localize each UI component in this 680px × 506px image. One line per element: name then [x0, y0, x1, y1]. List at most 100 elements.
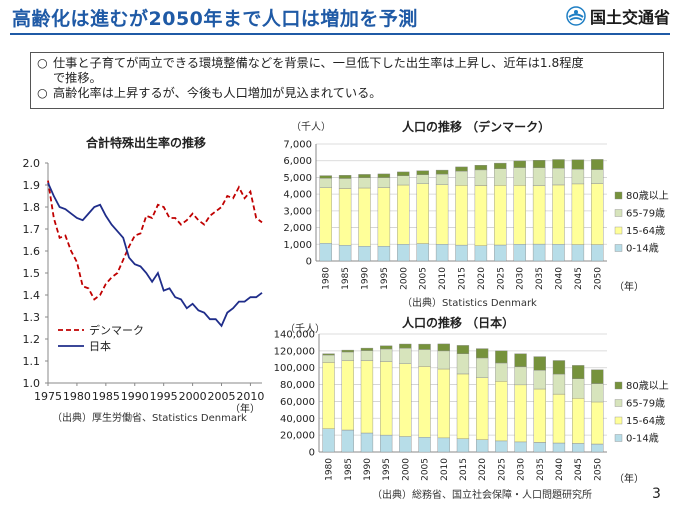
japan-population-chart: 0 20,000 40,000 60,000 80,000 100,000 120,000 1…: [274, 330, 669, 486]
x-tick-label: 2000: [401, 458, 411, 481]
bar-segment: [437, 437, 450, 453]
x-tick-label: 1980: [325, 458, 335, 481]
bar-segment: [397, 184, 410, 245]
bar-segment: [514, 353, 527, 368]
x-tick-label: 2035: [536, 458, 546, 481]
y-tick-label: 5,000: [283, 173, 312, 184]
bar-segment: [399, 363, 412, 437]
bar-segment: [456, 345, 470, 354]
bar-segment: [379, 345, 393, 350]
bar-segment: [513, 185, 526, 245]
bar-segment: [552, 159, 565, 169]
x-unit-label: （年）: [614, 280, 644, 293]
bar-segment: [319, 175, 332, 179]
y-tick-label: 0: [309, 448, 315, 459]
summary-point-2: ○ 高齢化率は上昇するが、今後も人口増加が見込まれている。: [37, 86, 657, 101]
x-tick-label: 2035: [535, 267, 545, 290]
x-tick-label: 1990: [361, 267, 371, 290]
bar-segment: [455, 185, 468, 246]
bar-segment: [532, 185, 546, 245]
bar-segment: [416, 174, 429, 184]
y-tick-label: 1.1: [23, 355, 41, 368]
bar-segment: [552, 184, 565, 245]
bar-segment: [591, 169, 604, 184]
denmark-unit-label: （千人）: [291, 122, 331, 133]
bar-segment: [341, 360, 354, 431]
bar-segment: [377, 177, 391, 188]
bar-segment: [533, 442, 546, 453]
y-tick-label: 2,000: [283, 223, 312, 234]
x-tick-label: 1975: [34, 390, 62, 403]
bar-segment: [495, 350, 508, 364]
bar-segment: [358, 246, 371, 262]
legend-swatch: [614, 381, 623, 390]
bar-segment: [418, 366, 431, 438]
bar-segment: [341, 429, 354, 453]
x-tick-label: 2015: [458, 267, 468, 290]
bar-segment: [322, 428, 335, 453]
bar-segment: [552, 168, 565, 186]
bar-segment: [319, 187, 332, 244]
x-tick-label: 2000: [399, 267, 409, 290]
x-tick-label: 2050: [593, 267, 603, 290]
bar-segment: [552, 244, 565, 262]
mlit-logo-icon: [566, 6, 586, 26]
bar-segment: [591, 369, 604, 384]
bar-segment: [455, 244, 468, 262]
summary-text-1: 仕事と子育てが両立できる環境整備などを背景に、一旦低下した出生率は上昇し、近年は…: [53, 56, 584, 70]
bar-segment: [397, 244, 410, 262]
bar-segment: [435, 173, 449, 185]
bar-segment: [437, 350, 450, 370]
bar-segment: [360, 360, 374, 434]
x-tick-label: 1985: [344, 458, 354, 481]
bar-segment: [571, 244, 585, 262]
x-tick-label: 2025: [496, 267, 506, 290]
title-divider: [10, 33, 670, 35]
bar-segment: [552, 442, 566, 453]
bar-segment: [514, 384, 527, 443]
legend-label: 日本: [89, 339, 111, 353]
legend-label: 80歳以上: [626, 190, 669, 202]
bar-segment: [360, 347, 374, 351]
y-tick-label: 120,000: [274, 346, 315, 357]
y-tick-label: 100,000: [274, 363, 315, 374]
y-tick-label: 4,000: [283, 190, 312, 201]
legend-label: 0-14歳: [626, 433, 659, 445]
legend-label: 15-64歳: [626, 415, 665, 427]
bar-segment: [552, 373, 566, 395]
summary-point-1: ○ 仕事と子育てが両立できる環境整備などを背景に、一旦低下した出生率は上昇し、近年…: [37, 56, 657, 71]
bar-segment: [418, 437, 431, 453]
x-unit-label: （年）: [614, 472, 644, 485]
x-tick-label: 2040: [555, 458, 565, 481]
bar-segment: [437, 368, 450, 439]
denmark-source: （出典）Statistics Denmark: [402, 298, 537, 309]
bar-segment: [338, 188, 352, 246]
legend-swatch: [614, 416, 623, 425]
x-tick-label: 2005: [421, 458, 431, 481]
bar-segment: [474, 245, 488, 262]
bar-segment: [435, 184, 449, 245]
bar-segment: [418, 343, 431, 350]
japan-unit-label: （千人）: [285, 324, 325, 335]
bar-segment: [572, 398, 585, 444]
bullet: ○: [37, 56, 48, 70]
x-tick-label: 2040: [555, 267, 565, 290]
y-tick-label: 0: [306, 257, 312, 268]
bar-segment: [399, 436, 412, 453]
bar-segment: [475, 377, 489, 440]
bar-segment: [341, 351, 354, 361]
bar-segment: [532, 160, 546, 168]
bar-segment: [495, 362, 508, 382]
x-tick-label: 1995: [150, 390, 178, 403]
bar-segment: [571, 183, 585, 245]
bar-segment: [513, 160, 526, 168]
legend-label: 65-79歳: [626, 208, 665, 220]
bar-segment: [572, 378, 585, 399]
y-tick-label: 6,000: [283, 156, 312, 167]
series-line-denmark: [47, 180, 263, 301]
y-tick-label: 1.8: [23, 201, 41, 214]
x-tick-label: 2015: [459, 458, 469, 481]
bar-segment: [591, 383, 604, 403]
logo-text: 国土交通省: [590, 8, 671, 27]
fertility-source: （出典）厚生労働省、Statistics Denmark: [52, 413, 247, 424]
